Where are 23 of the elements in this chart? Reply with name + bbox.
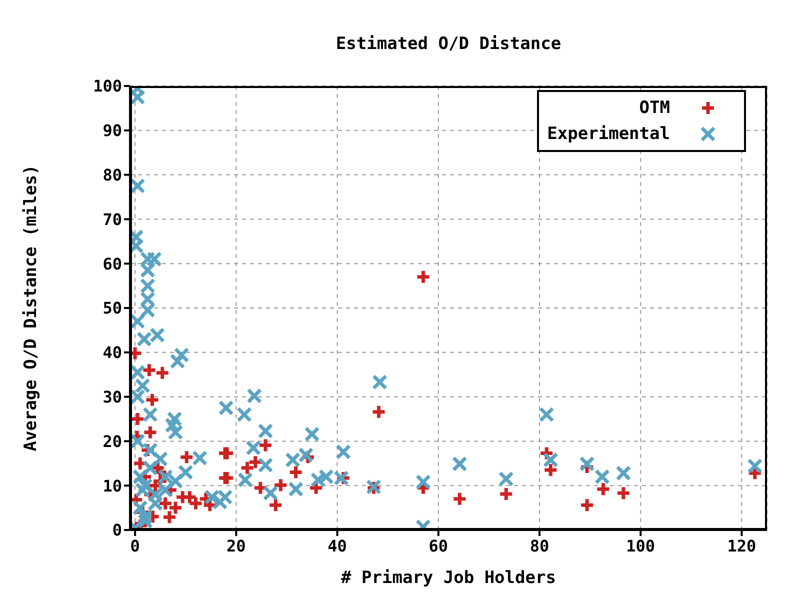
x-axis-title: # Primary Job Holders (341, 568, 556, 588)
y-tick-label: 10 (102, 476, 122, 496)
y-tick-label: 100 (93, 76, 122, 96)
chart-title: Estimated O/D Distance (334, 34, 562, 54)
x-tick-label: 40 (328, 536, 347, 556)
x-tick-label: 60 (428, 536, 448, 556)
y-tick-label: 50 (102, 298, 122, 318)
y-tick-label: 30 (102, 387, 122, 406)
y-tick-label: 70 (102, 210, 122, 229)
y-tick-label: 0 (112, 520, 122, 540)
y-tick-label: 60 (102, 254, 122, 274)
x-tick-label: 0 (130, 536, 140, 556)
y-tick-label: 40 (102, 343, 122, 362)
y-tick-label: 90 (102, 121, 122, 140)
legend-label: OTM (639, 98, 670, 118)
x-tick-label: 100 (626, 536, 656, 556)
y-tick-label: 80 (102, 165, 122, 184)
y-tick-label: 20 (102, 432, 122, 451)
x-tick-label: 120 (727, 536, 756, 556)
x-tick-label: 80 (530, 536, 550, 556)
y-axis-title: Average O/D Distance (miles) (21, 164, 42, 452)
legend-label: Experimental (547, 124, 670, 144)
x-tick-label: 20 (226, 536, 246, 556)
